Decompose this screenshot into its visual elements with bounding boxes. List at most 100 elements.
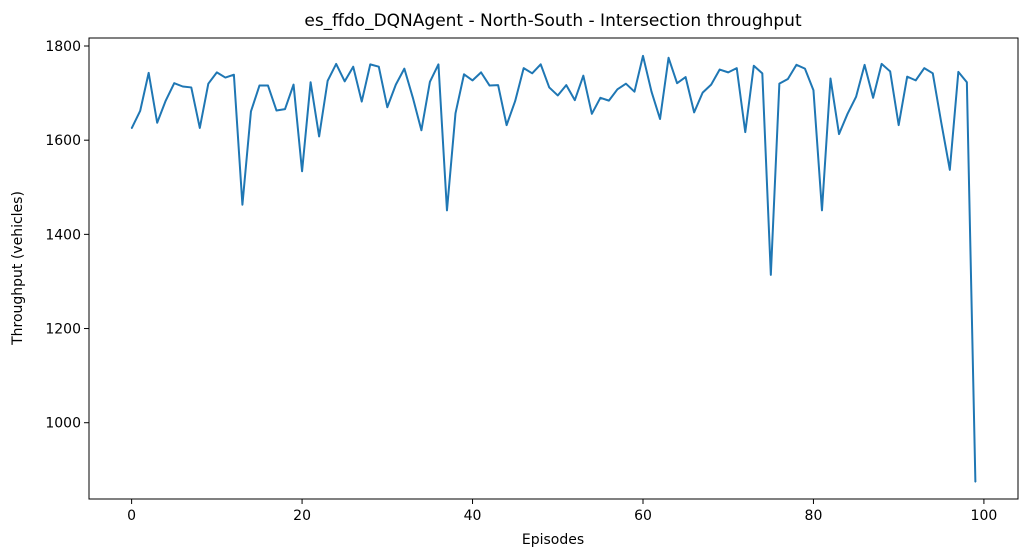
data-point	[659, 118, 661, 120]
data-point	[488, 84, 491, 87]
data-point	[497, 84, 499, 86]
data-point	[957, 71, 959, 73]
data-point	[139, 110, 141, 112]
data-point	[710, 84, 712, 86]
data-point	[148, 72, 150, 74]
y-tick-label: 1600	[45, 133, 81, 149]
data-point	[838, 133, 840, 135]
data-point	[540, 63, 542, 65]
data-point	[275, 109, 278, 112]
data-point	[795, 64, 798, 66]
data-point	[344, 80, 346, 82]
data-point	[676, 82, 678, 84]
data-point	[310, 81, 312, 83]
data-point	[821, 209, 823, 211]
data-point	[224, 76, 226, 79]
data-point	[591, 113, 593, 115]
data-point	[625, 83, 627, 85]
data-point	[386, 106, 388, 108]
data-point	[787, 78, 789, 80]
data-point	[514, 100, 516, 102]
x-tick-label: 100	[971, 508, 998, 524]
data-point	[182, 85, 184, 88]
data-point	[685, 76, 687, 78]
x-tick-label: 80	[805, 508, 823, 524]
data-point	[974, 481, 976, 483]
y-axis-ticks: 1000 1200 1400 1600 1800	[45, 39, 89, 432]
data-point	[267, 84, 269, 87]
data-point	[292, 84, 295, 86]
data-point	[557, 94, 559, 97]
data-point	[420, 129, 422, 131]
data-point	[744, 131, 746, 133]
y-axis-label: Throughput (vehicles)	[10, 191, 26, 346]
data-point	[284, 108, 286, 110]
data-point	[872, 97, 874, 99]
chart-title: es_ffdo_DQNAgent - North-South - Interse…	[304, 11, 802, 31]
data-point	[216, 71, 218, 73]
data-point	[361, 100, 363, 103]
y-tick-label: 1000	[45, 416, 81, 432]
data-point	[727, 71, 729, 73]
data-point	[565, 84, 567, 86]
data-point	[650, 91, 653, 93]
data-point	[915, 79, 917, 81]
data-point	[301, 170, 303, 172]
data-point	[829, 77, 832, 80]
data-point	[403, 68, 405, 70]
data-point	[395, 84, 397, 86]
data-point	[250, 110, 252, 113]
data-point	[804, 68, 806, 70]
data-point	[173, 82, 175, 84]
data-point	[608, 100, 610, 102]
data-point	[932, 72, 934, 74]
data-point	[616, 88, 619, 90]
data-point	[642, 55, 644, 57]
data-point	[480, 71, 482, 73]
data-point	[429, 81, 431, 83]
data-point	[506, 124, 508, 126]
data-point	[599, 97, 601, 99]
data-point	[770, 274, 772, 276]
data-point	[940, 122, 942, 124]
data-point	[207, 83, 209, 85]
data-point	[327, 80, 329, 82]
data-point	[523, 67, 525, 69]
data-point	[906, 76, 908, 78]
data-point	[693, 111, 695, 113]
data-point	[548, 86, 550, 89]
data-point	[471, 79, 474, 81]
data-point	[898, 124, 900, 126]
data-point	[846, 113, 849, 115]
x-axis-label: Episodes	[522, 532, 584, 548]
data-point	[753, 65, 755, 67]
data-point	[352, 66, 354, 68]
data-point	[437, 63, 440, 65]
data-point	[412, 97, 414, 99]
data-point	[582, 75, 584, 77]
data-point	[199, 127, 201, 129]
data-point	[633, 91, 636, 93]
data-point	[258, 84, 261, 87]
data-point	[574, 99, 576, 101]
data-point	[812, 89, 815, 91]
data-point	[369, 63, 371, 65]
series-line-0	[130, 54, 977, 483]
data-point	[889, 70, 891, 73]
x-tick-label: 40	[464, 508, 482, 524]
data-point	[156, 122, 158, 124]
data-point	[719, 68, 721, 71]
data-point	[446, 209, 448, 211]
data-point	[966, 81, 968, 83]
data-point	[131, 127, 133, 130]
data-point	[233, 74, 235, 76]
x-tick-label: 60	[634, 508, 652, 524]
data-point	[778, 83, 780, 85]
y-tick-label: 1200	[45, 322, 81, 338]
data-point	[736, 67, 738, 69]
x-tick-label: 20	[293, 508, 311, 524]
data-point	[855, 96, 857, 98]
data-point	[531, 72, 533, 74]
